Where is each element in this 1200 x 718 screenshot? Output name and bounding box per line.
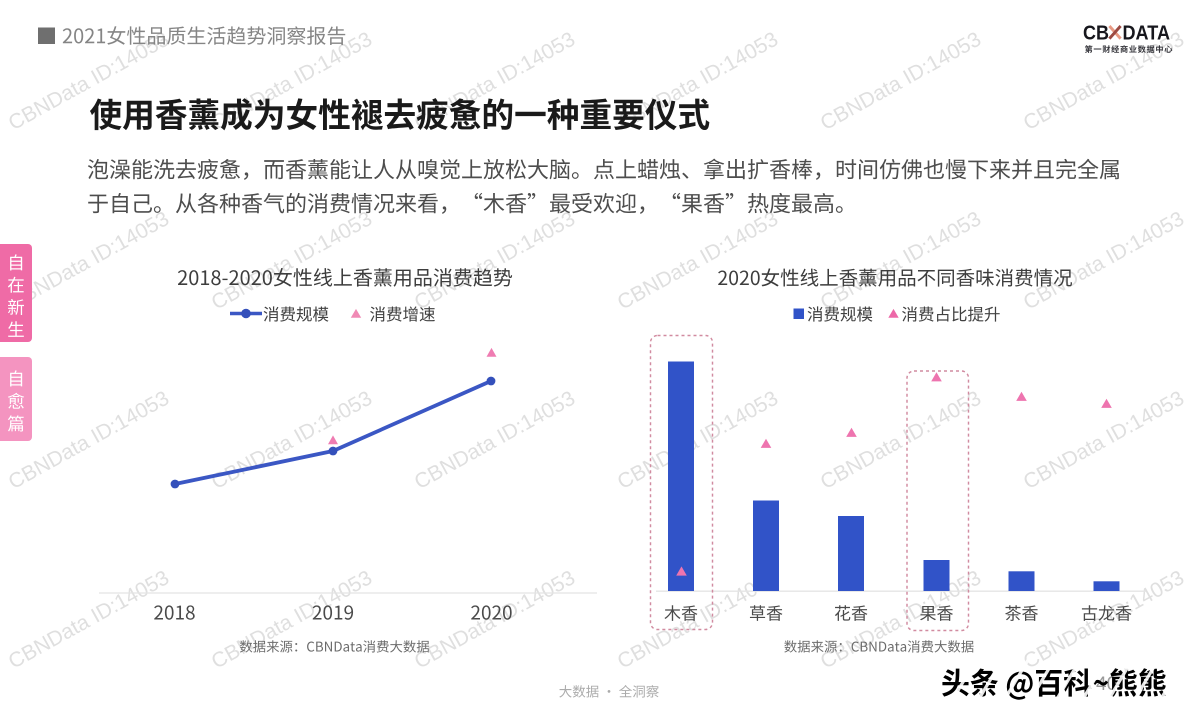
svg-text:DATA: DATA — [1123, 21, 1171, 44]
svg-text:CBNData ID:14053: CBNData ID:14053 — [614, 207, 782, 314]
svg-text:CBNData ID:14053: CBNData ID:14053 — [1020, 387, 1188, 494]
svg-text:CBNData ID:14053: CBNData ID:14053 — [817, 387, 985, 494]
svg-text:CBNData ID:14053: CBNData ID:14053 — [817, 28, 985, 135]
svg-text:CBNData ID:14053: CBNData ID:14053 — [411, 387, 579, 494]
svg-text:CBNData ID:14053: CBNData ID:14053 — [817, 207, 985, 314]
svg-text:CBNData ID:14053: CBNData ID:14053 — [411, 566, 579, 673]
svg-text:CBNData ID:14053: CBNData ID:14053 — [208, 387, 376, 494]
svg-text:CBNData ID:14053: CBNData ID:14053 — [5, 566, 173, 673]
svg-text:CBNData ID:14053: CBNData ID:14053 — [1020, 207, 1188, 314]
svg-text:CBNData ID:14053: CBNData ID:14053 — [208, 566, 376, 673]
svg-text:CBNData ID:14053: CBNData ID:14053 — [614, 387, 782, 494]
svg-text:CBNData ID:14053: CBNData ID:14053 — [411, 207, 579, 314]
svg-text:40: 40 — [1096, 674, 1117, 695]
svg-text:CBNData ID:14053: CBNData ID:14053 — [208, 207, 376, 314]
svg-text:CB: CB — [1083, 21, 1109, 44]
